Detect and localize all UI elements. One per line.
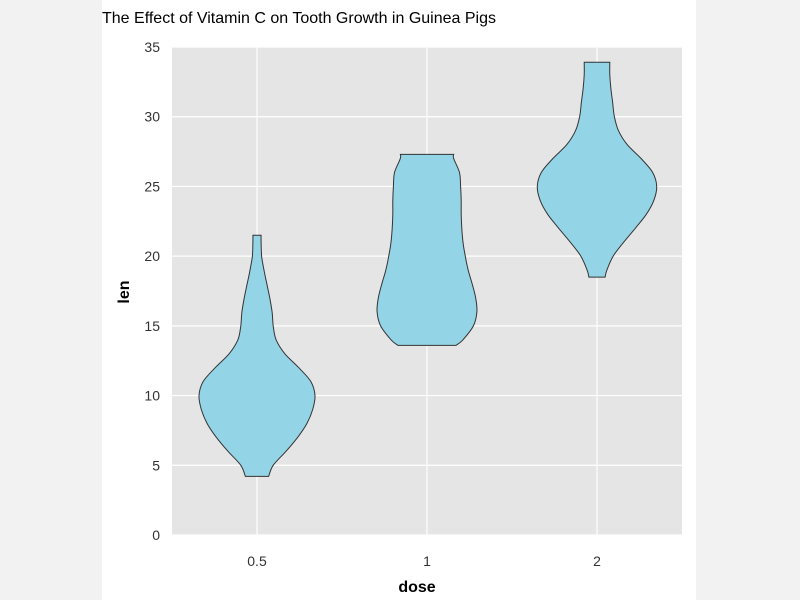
x-tick-labels: 0.5 1 2 <box>247 553 601 569</box>
violins <box>198 61 658 477</box>
y-tick-label: 30 <box>144 109 160 125</box>
violin-dose-1 <box>376 153 478 346</box>
violin-dose-0.5 <box>198 234 316 477</box>
chart-figure: The Effect of Vitamin C on Tooth Growth … <box>102 0 696 600</box>
x-axis-title: dose <box>398 579 435 596</box>
y-tick-label: 0 <box>152 527 160 543</box>
y-tick-label: 35 <box>144 39 160 55</box>
x-tick-label: 0.5 <box>247 553 267 569</box>
y-tick-label: 25 <box>144 178 160 194</box>
chart-title: The Effect of Vitamin C on Tooth Growth … <box>102 10 496 27</box>
violin-chart: The Effect of Vitamin C on Tooth Growth … <box>102 10 682 596</box>
y-tick-label: 20 <box>144 248 160 264</box>
y-tick-label: 10 <box>144 388 160 404</box>
violin-dose-2 <box>536 61 658 278</box>
y-tick-label: 15 <box>144 318 160 334</box>
y-tick-label: 5 <box>152 457 160 473</box>
y-tick-labels: 0 5 10 15 20 25 30 35 <box>144 39 160 543</box>
x-tick-label: 1 <box>423 553 431 569</box>
x-tick-label: 2 <box>593 553 601 569</box>
y-axis-title: len <box>116 280 133 303</box>
